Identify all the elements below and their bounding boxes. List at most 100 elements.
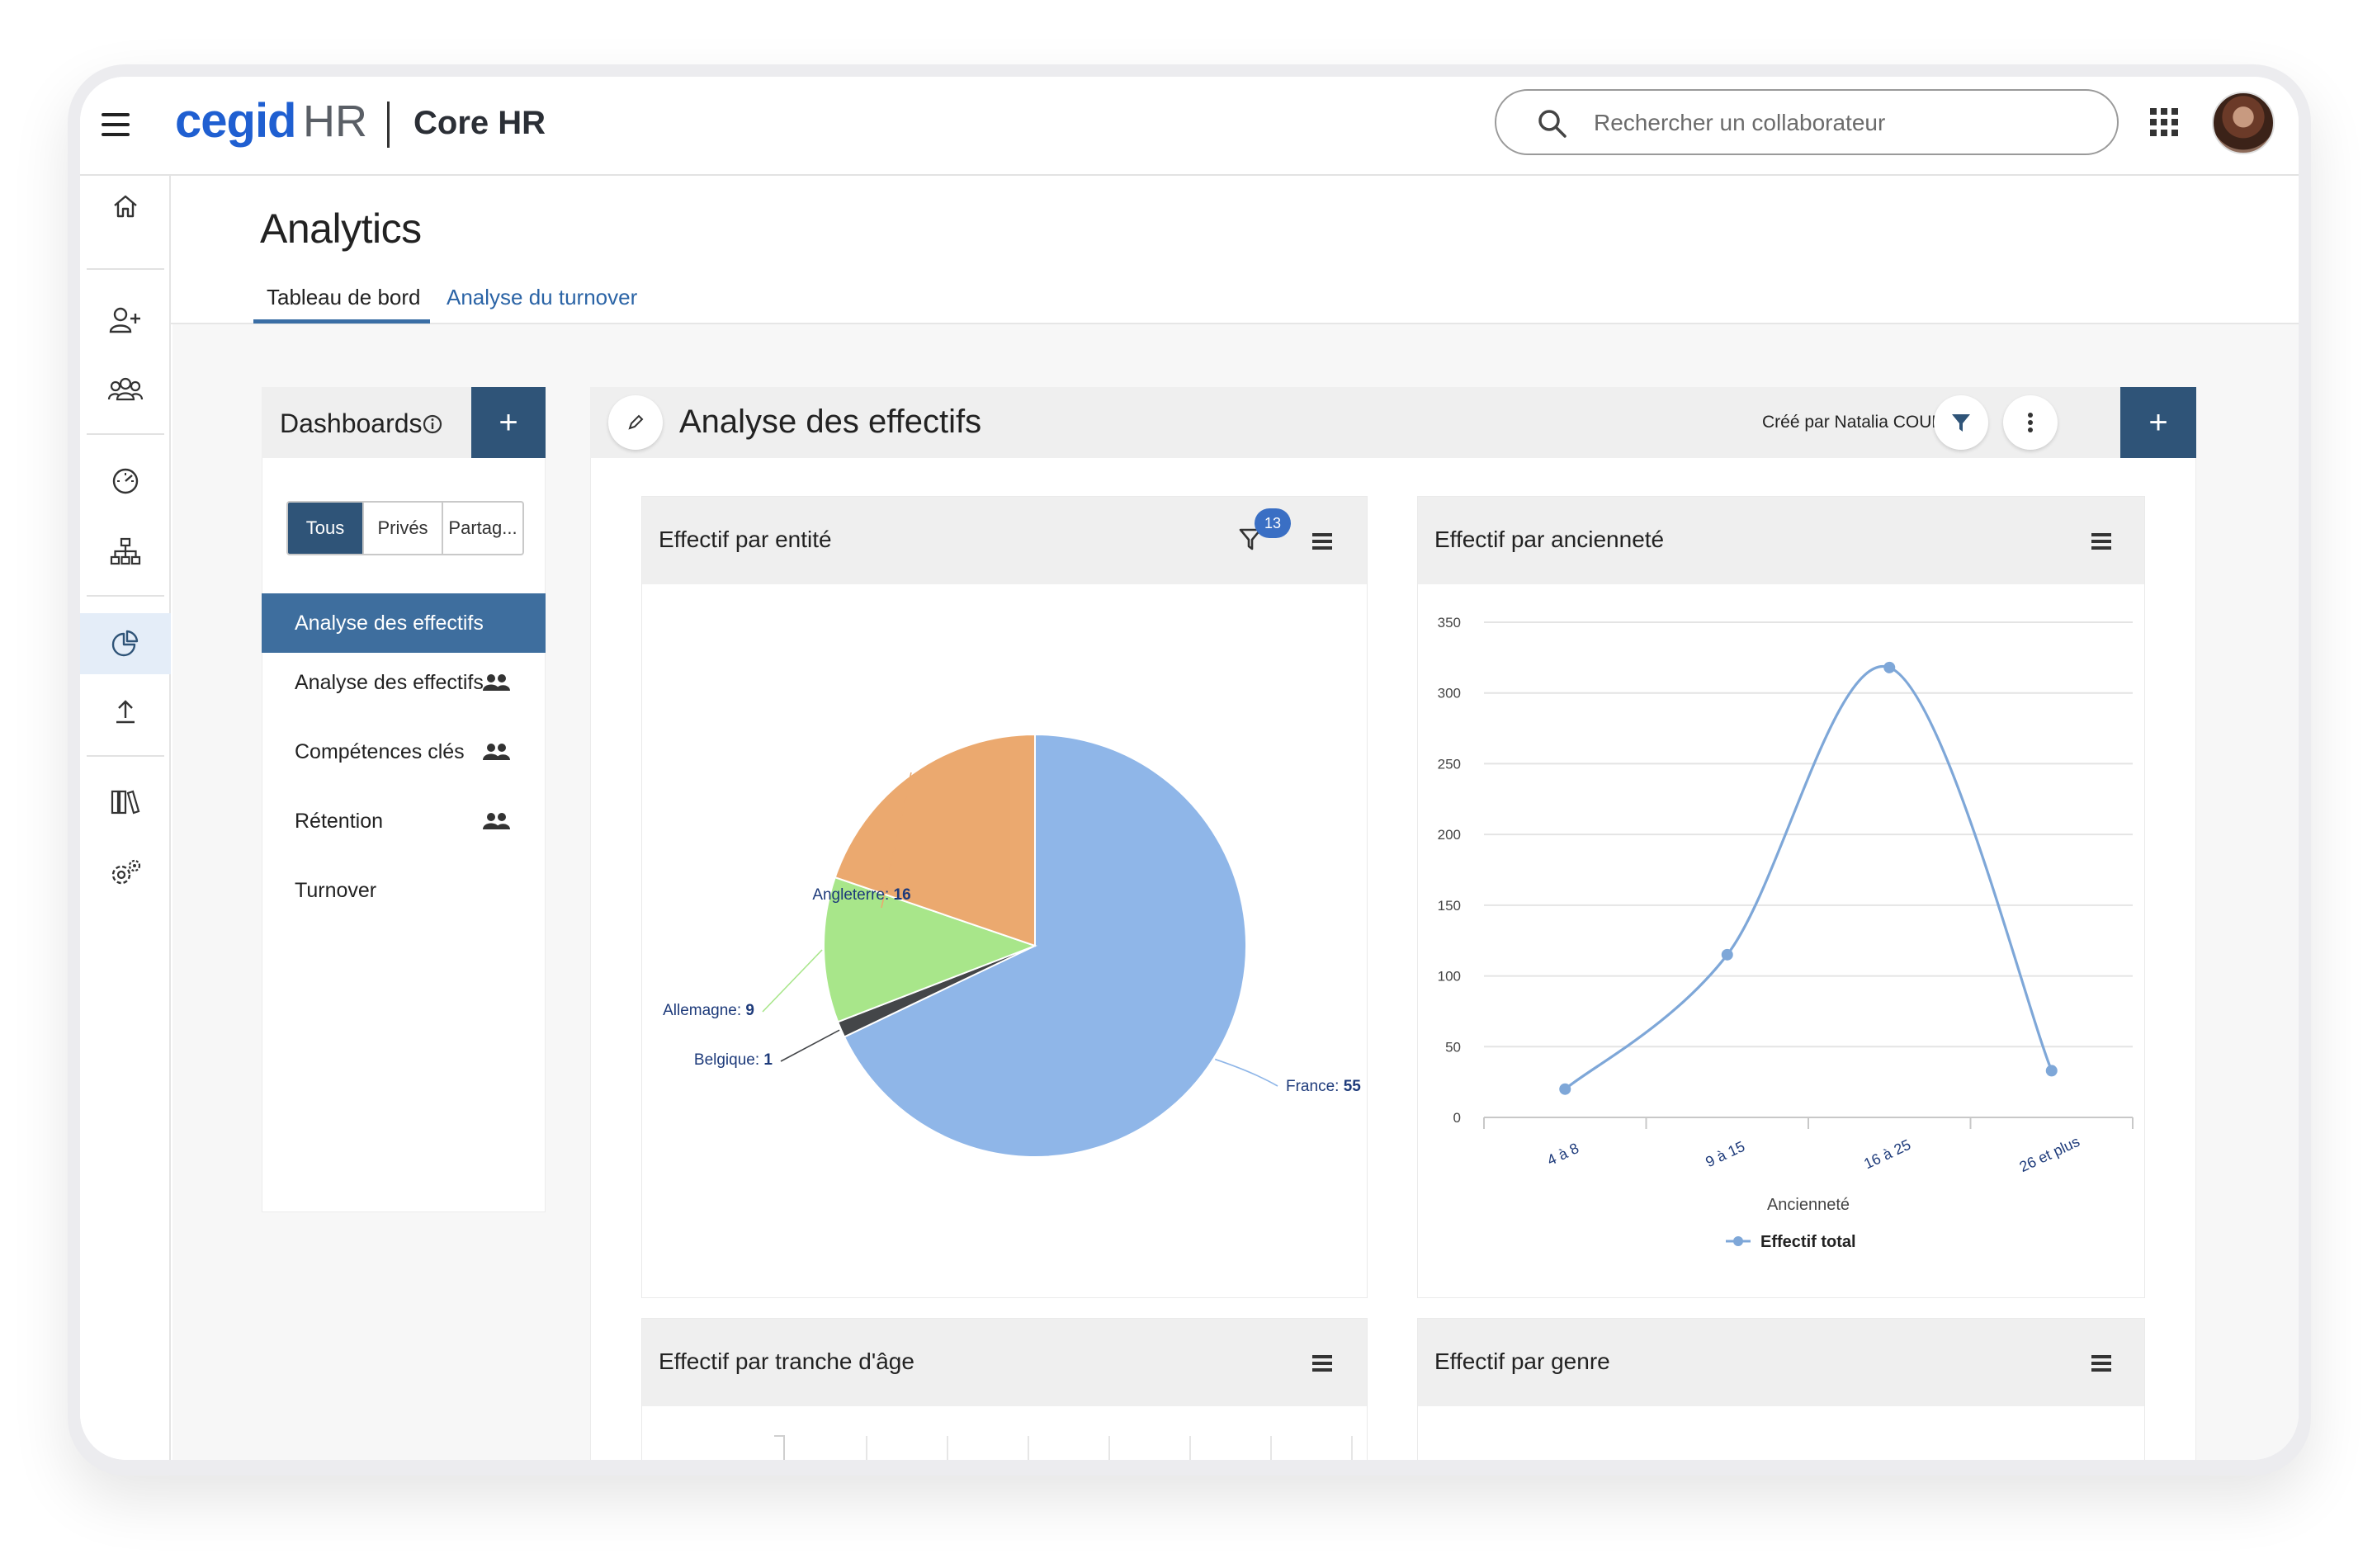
org-chart-icon[interactable] — [80, 521, 171, 582]
card-title: Effectif par tranche d'âge — [659, 1348, 914, 1374]
data-point[interactable] — [2045, 1065, 2058, 1077]
y-tick-label: 150 — [1438, 898, 1461, 914]
pie-data-label: France: 55 — [1286, 1078, 1361, 1095]
card-menu-icon[interactable] — [1312, 1355, 1332, 1372]
dashboard-item-label: Rétention — [295, 810, 384, 833]
add-widget-button[interactable]: + — [2120, 387, 2196, 458]
x-tick-label: 4 à 8 — [1544, 1140, 1581, 1169]
nav-rail — [80, 176, 171, 1460]
card-menu-icon[interactable] — [1312, 533, 1332, 550]
pie-connector — [881, 772, 912, 909]
filter-prives[interactable]: Privés — [364, 503, 443, 554]
settings-icon[interactable] — [80, 843, 171, 904]
search-input[interactable] — [1594, 106, 2089, 140]
tabs-divider — [171, 323, 2299, 324]
pie-data-label: Belgique: 1 — [694, 1051, 773, 1069]
app-screen: cegid HR Core HR — [80, 77, 2299, 1460]
card-effectif-par-tranche-age: Effectif par tranche d'âge — [641, 1318, 1368, 1460]
more-vertical-icon — [2028, 413, 2033, 432]
filter-partages[interactable]: Partag... — [448, 517, 517, 538]
logo-product: HR — [303, 97, 367, 146]
card-header: Effectif par entité 13 — [642, 497, 1367, 584]
data-point[interactable] — [1721, 948, 1733, 961]
data-point[interactable] — [1883, 661, 1896, 673]
y-tick-label: 350 — [1438, 615, 1461, 631]
line-chart: 0 50 100 150 200 250 300 350 4 à 8 9 à 15 16 à 25 2… — [1438, 615, 2134, 1251]
dashboard-item-label: Turnover — [295, 879, 377, 902]
shared-people-icon — [483, 674, 510, 691]
dashboard-header: Analyse des effectifs Créé par Natalia C… — [590, 387, 2196, 458]
dashboard-item-competences-cles[interactable]: Compétences clés — [262, 722, 546, 782]
pie-connector — [762, 949, 823, 1013]
filter-count-badge: 13 — [1255, 508, 1291, 538]
dashboard-item-label: Compétences clés — [295, 740, 465, 763]
module-name: Core HR — [413, 105, 546, 141]
legend-marker — [1733, 1236, 1743, 1246]
card-effectif-par-entite: Effectif par entité 13 France: 55 Belgiqu… — [641, 496, 1368, 1298]
dashboard-item-analyse-effectifs[interactable]: Analyse des effectifs — [262, 593, 546, 653]
upload-icon[interactable] — [80, 681, 171, 742]
gauge-icon[interactable] — [80, 450, 171, 511]
edit-button[interactable] — [608, 395, 663, 450]
tab-analyse-du-turnover[interactable]: Analyse du turnover — [447, 285, 638, 309]
dashboard-filter-segment: Tous Privés Partag... — [286, 501, 524, 555]
add-user-icon[interactable] — [80, 290, 171, 351]
card-title: Effectif par ancienneté — [1434, 527, 1665, 552]
card-effectif-par-genre: Effectif par genre — [1417, 1318, 2145, 1460]
team-icon[interactable] — [80, 359, 171, 420]
dashboard-item-label: Analyse des effectifs — [295, 612, 484, 635]
card-header: Effectif par tranche d'âge — [642, 1319, 1367, 1406]
y-tick-label: 200 — [1438, 827, 1461, 843]
dashboard-filter-button[interactable] — [1934, 395, 1988, 450]
card-menu-icon[interactable] — [2091, 1355, 2111, 1372]
dashboard-item-retention[interactable]: Rétention — [262, 791, 546, 851]
dashboards-header: Dashboards + — [262, 387, 546, 458]
library-icon[interactable] — [80, 772, 171, 833]
home-icon[interactable] — [80, 176, 171, 237]
info-icon[interactable] — [422, 413, 443, 435]
search-icon — [1538, 110, 1567, 138]
x-tick-label: 26 et plus — [2017, 1133, 2082, 1175]
card-menu-icon[interactable] — [2091, 533, 2111, 550]
card-title: Effectif par genre — [1434, 1348, 1610, 1374]
x-tick-label: 9 à 15 — [1703, 1138, 1747, 1170]
series-line-effectif-total — [1564, 664, 2053, 1090]
age-chart-stub — [774, 1435, 1353, 1460]
y-tick-label: 250 — [1438, 756, 1461, 772]
pie-connector — [1215, 1058, 1278, 1087]
legend-label[interactable]: Effectif total — [1760, 1233, 1856, 1251]
shared-people-icon — [483, 813, 510, 829]
y-tick-label: 50 — [1445, 1039, 1461, 1055]
card-title: Effectif par entité — [659, 527, 832, 552]
dashboard-item-analyse-effectifs-shared[interactable]: Analyse des effectifs — [262, 653, 546, 712]
apps-grid-icon[interactable] — [2150, 108, 2178, 136]
data-point[interactable] — [1559, 1083, 1571, 1095]
filter-tous[interactable]: Tous — [288, 503, 364, 554]
menu-icon[interactable] — [102, 113, 130, 136]
created-by: Créé par Natalia COUMARIN — [1762, 413, 1988, 432]
y-tick-label: 100 — [1438, 969, 1461, 985]
more-options-button[interactable] — [2003, 395, 2058, 450]
add-dashboard-button[interactable]: + — [471, 387, 546, 458]
card-header: Effectif par genre — [1418, 1319, 2144, 1406]
logo-divider — [387, 102, 390, 148]
dashboard-title: Analyse des effectifs — [679, 404, 982, 440]
pie-data-label: Angleterre: 16 — [812, 886, 910, 904]
pie-slice-allemagne[interactable] — [823, 876, 1037, 1023]
analytics-icon[interactable] — [80, 613, 171, 674]
y-tick-label: 300 — [1438, 686, 1461, 701]
search-box — [1495, 89, 2119, 155]
pie-data-label: Allemagne: 9 — [663, 1002, 754, 1019]
page-title: Analytics — [260, 205, 422, 252]
dashboard-item-label: Analyse des effectifs — [295, 671, 484, 694]
card-effectif-par-anciennete: Effectif par ancienneté 0 50 100 150 200 250 3… — [1417, 496, 2145, 1298]
pie-slice-france[interactable] — [843, 733, 1247, 1158]
tab-tableau-de-bord[interactable]: Tableau de bord — [267, 285, 421, 309]
y-tick-label: 0 — [1453, 1110, 1461, 1126]
card-header: Effectif par ancienneté — [1418, 497, 2144, 584]
active-tab-indicator — [253, 319, 430, 324]
avatar[interactable] — [2212, 92, 2275, 154]
pencil-icon — [628, 414, 644, 430]
logo-brand: cegid — [175, 94, 296, 148]
dashboard-item-turnover[interactable]: Turnover — [262, 861, 546, 920]
